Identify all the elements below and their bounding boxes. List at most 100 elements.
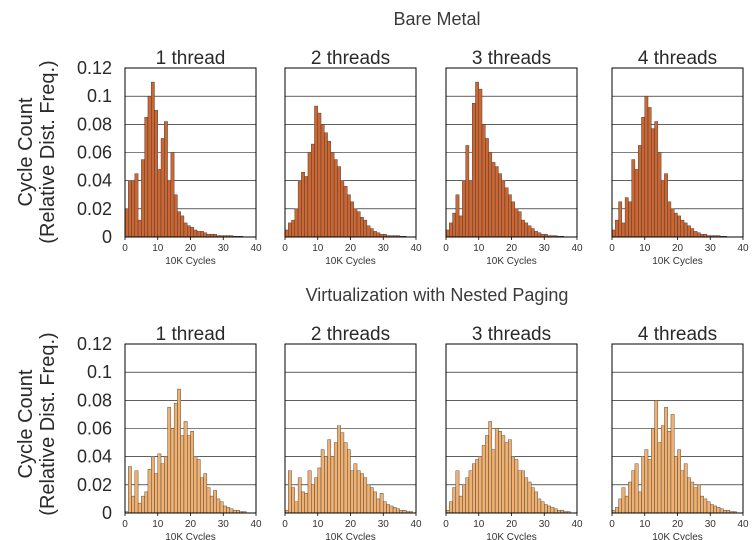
chart-bare-metal-2-xtick-label: 40 <box>410 243 422 254</box>
chart-bare-metal-4-xlabel: 10K Cycles <box>652 256 703 267</box>
chart-nested-paging-4-xtick-label: 10 <box>639 519 651 530</box>
chart-bare-metal-4-xtick-label: 10 <box>639 243 651 254</box>
chart-bare-metal-2-bar <box>366 225 371 238</box>
chart-bare-metal-3-bar <box>455 194 460 238</box>
chart-nested-paging-3-bar <box>511 456 515 514</box>
chart-nested-paging-4-bar <box>634 463 639 514</box>
chart-bare-metal-4-bar <box>651 128 655 238</box>
chart-nested-paging-3-title: 3 threads <box>472 324 551 345</box>
y-axis-label-top-line1: Cycle Count <box>15 97 37 206</box>
chart-nested-paging-2-bar <box>343 442 348 514</box>
chart-bare-metal-1-bar <box>134 173 139 238</box>
chart-nested-paging-3-bar <box>462 484 466 514</box>
chart-bare-metal-4-bar <box>628 201 632 238</box>
chart-bare-metal-1-bar <box>170 152 175 238</box>
chart-nested-paging-2-bar <box>392 507 397 514</box>
chart-nested-paging-3-xtick-label: 40 <box>571 519 583 530</box>
chart-nested-paging-1-xlabel: 10K Cycles <box>165 532 216 540</box>
chart-bare-metal-2-bar <box>324 132 328 238</box>
chart-bare-metal-2-bar <box>350 201 354 238</box>
chart-bare-metal-2-bar <box>340 180 345 238</box>
chart-nested-paging-3-bar <box>494 428 499 514</box>
chart-nested-paging-4-bar <box>693 487 698 514</box>
chart-bare-metal-1-bar <box>164 121 168 238</box>
y-axis-label-top: Cycle Count (Relative Dist. Freq.) <box>15 60 59 243</box>
chart-bare-metal-3-bar <box>452 212 457 238</box>
chart-bare-metal-3-bar <box>491 162 496 238</box>
y-axis-label-bottom: Cycle Count (Relative Dist. Freq.) <box>15 332 59 515</box>
chart-bare-metal-4-bar <box>647 107 652 238</box>
chart-bare-metal-2: 2 threads 0 10 20 30 40 10K Cycles <box>282 48 422 267</box>
chart-bare-metal-3-xtick-label: 40 <box>571 243 583 254</box>
chart-bare-metal-4-bar <box>618 201 623 238</box>
chart-bare-metal-4-bar <box>680 219 685 238</box>
chart-nested-paging-3-xtick-label: 30 <box>539 519 551 530</box>
chart-nested-paging-3-xtick-label: 20 <box>506 519 518 530</box>
chart-nested-paging-3-bar <box>547 505 552 514</box>
chart-nested-paging-4-bar <box>719 508 724 514</box>
chart-nested-paging-4-bar <box>624 495 629 514</box>
chart-bare-metal-4-bar <box>683 222 688 238</box>
chart-nested-paging-3-xtick-label: 0 <box>443 519 449 530</box>
chart-bare-metal-1-ytick-label: 0.06 <box>77 143 112 163</box>
chart-bare-metal-4-bar <box>674 212 678 238</box>
chart-nested-paging-2-bar <box>347 449 351 514</box>
chart-bare-metal-3-xtick-label: 0 <box>443 243 449 254</box>
chart-bare-metal-2-bar <box>376 232 381 238</box>
chart-nested-paging-1-xtick-label: 10 <box>152 519 164 530</box>
chart-nested-paging-4-bar <box>647 459 652 514</box>
chart-bare-metal-4-bar <box>696 232 701 238</box>
chart-bare-metal-4-xtick-label: 40 <box>737 243 749 254</box>
y-axis-label-bottom-line2: (Relative Dist. Freq.) <box>37 332 59 515</box>
chart-nested-paging-1-bar <box>144 491 149 514</box>
chart-bare-metal-4-bar <box>657 152 662 238</box>
chart-nested-paging-3-bar <box>488 421 493 514</box>
chart-bare-metal-1-bar <box>144 117 149 238</box>
chart-bare-metal-3-bar <box>527 225 532 238</box>
chart-nested-paging-2-bar <box>297 477 302 514</box>
chart-bare-metal-3-bar <box>494 166 499 238</box>
chart-nested-paging-2-bar <box>291 487 296 514</box>
chart-bare-metal-3-bar <box>517 211 522 238</box>
chart-bare-metal-1-bar <box>177 211 181 238</box>
chart-nested-paging-2-bar <box>301 491 305 514</box>
chart-nested-paging-1-bar <box>209 495 214 514</box>
chart-bare-metal-1-ytick-label: 0.02 <box>77 199 112 219</box>
chart-bare-metal-1-bar <box>141 159 145 238</box>
chart-bare-metal-2-bar <box>333 159 338 238</box>
chart-bare-metal-2-bar <box>369 228 374 238</box>
chart-nested-paging-2-bar <box>360 473 364 514</box>
chart-bare-metal-3-bar <box>498 173 502 238</box>
chart-bare-metal-4-bar <box>624 197 629 238</box>
chart-bare-metal-2-title: 2 threads <box>311 48 390 69</box>
chart-bare-metal-4-bar <box>660 180 665 238</box>
chart-bare-metal-2-bar <box>320 124 325 238</box>
chart-nested-paging-1-bar <box>206 487 211 514</box>
chart-bare-metal-1: 1 thread 0 10 20 30 40 10K Cycles 0 0.02 0.04 0.06… <box>77 48 262 267</box>
chart-nested-paging-1-bar <box>137 502 142 514</box>
chart-nested-paging-3-bar <box>527 481 532 514</box>
chart-nested-paging-1-ytick-label: 0.06 <box>77 419 112 439</box>
chart-nested-paging-1-bar <box>154 473 158 514</box>
chart-bare-metal-1-bar <box>137 219 142 238</box>
chart-bare-metal-1-bar <box>167 180 172 238</box>
chart-bare-metal-1-title: 1 thread <box>156 48 226 69</box>
chart-nested-paging-1-xtick-label: 40 <box>250 519 262 530</box>
chart-nested-paging-3-bar <box>478 456 483 514</box>
chart-bare-metal-2-bar <box>314 105 318 238</box>
chart-nested-paging-1-bar <box>216 498 221 514</box>
chart-bare-metal-2-bar <box>356 211 361 238</box>
chart-nested-paging-1-bar <box>131 495 136 514</box>
chart-nested-paging-2-bar <box>307 470 312 514</box>
chart-nested-paging-4-xtick-label: 20 <box>672 519 684 530</box>
chart-nested-paging-1-bar <box>134 470 139 514</box>
chart-bare-metal-4-xtick-label: 30 <box>705 243 717 254</box>
chart-bare-metal-3-bar <box>458 215 463 238</box>
chart-bare-metal-3-bar <box>485 138 489 238</box>
chart-bare-metal-3-bar <box>521 219 525 238</box>
chart-nested-paging-2-bar <box>373 491 377 514</box>
chart-nested-paging-2-xtick-label: 20 <box>345 519 357 530</box>
chart-nested-paging-1-bar <box>223 505 227 514</box>
chart-nested-paging-2-bar <box>317 467 322 514</box>
